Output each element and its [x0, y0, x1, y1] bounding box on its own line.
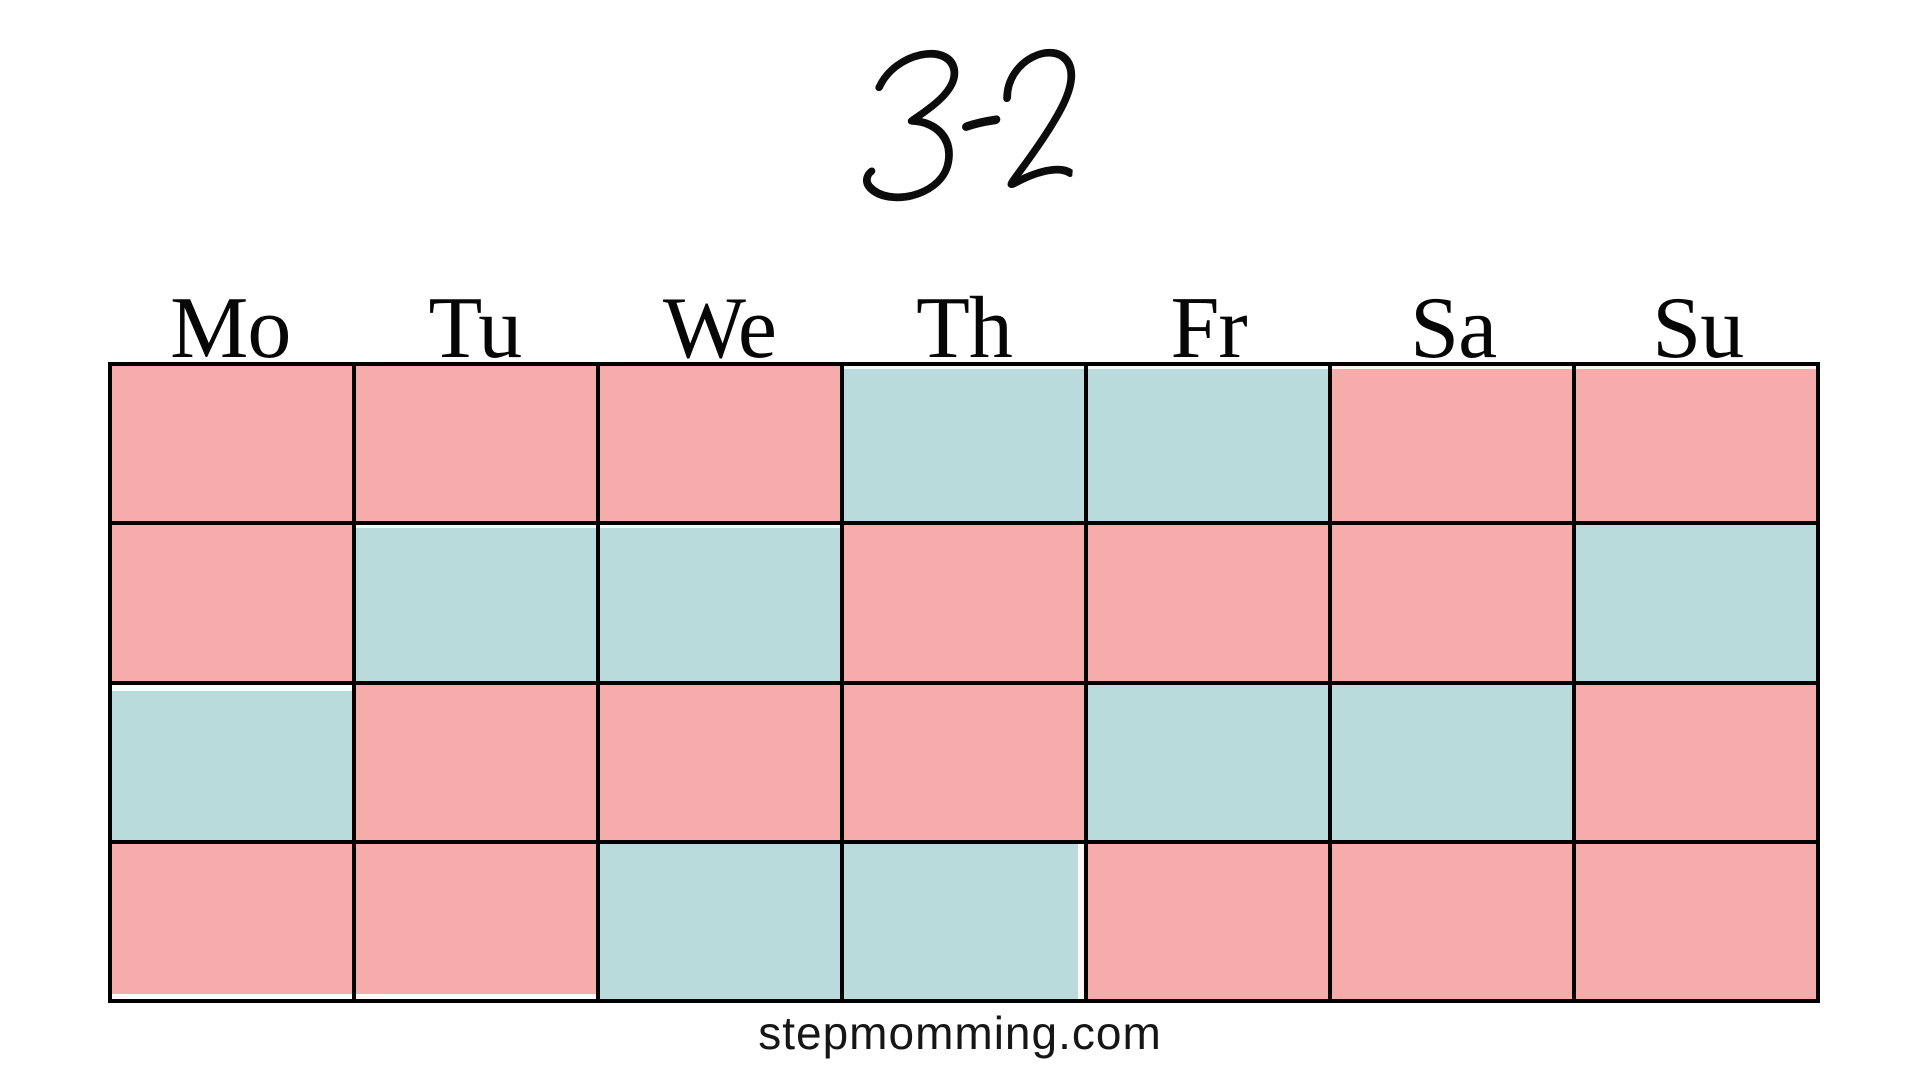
calendar-cell-week4-sa [1332, 843, 1572, 999]
day-header-row: Mo Tu We Th Fr Sa Su [108, 280, 1820, 377]
custody-calendar: Mo Tu We Th Fr Sa Su [108, 280, 1820, 1003]
calendar-cell-week2-th [844, 525, 1084, 681]
calendar-cell-week4-fr [1088, 843, 1328, 999]
calendar-cell-week3-we [600, 684, 840, 840]
week-row-1 [112, 366, 1816, 522]
handwritten-3-2-icon [863, 48, 1076, 202]
calendar-cell-week3-tu [356, 684, 596, 840]
website-credit: stepmomming.com [758, 1007, 1162, 1059]
calendar-cell-week3-th [844, 684, 1084, 840]
title-block: 3-2 [0, 38, 1920, 218]
day-header-sa: Sa [1410, 280, 1497, 377]
day-header-we: We [662, 280, 777, 377]
calendar-cell-week4-we [600, 843, 840, 999]
calendar-cell-week3-fr [1088, 684, 1328, 840]
footer: stepmomming.com [0, 1006, 1920, 1060]
calendar-cell-week3-sa [1332, 684, 1572, 840]
calendar-cell-week2-fr [1088, 525, 1328, 681]
week-row-3 [112, 684, 1816, 840]
calendar-cell-week1-su [1576, 366, 1816, 522]
calendar-cell-week2-we [600, 525, 840, 681]
calendar-cell-week1-we [600, 366, 840, 522]
calendar-cell-week1-th [844, 366, 1084, 522]
calendar-cell-week1-fr [1088, 366, 1328, 522]
day-header-mo: Mo [170, 280, 291, 377]
calendar-grid [108, 362, 1820, 1003]
day-header-fr: Fr [1170, 280, 1247, 377]
calendar-cell-week1-tu [356, 366, 596, 522]
calendar-cell-week3-mo [112, 684, 352, 840]
calendar-cell-week3-su [1576, 684, 1816, 840]
calendar-cell-week4-su [1576, 843, 1816, 999]
day-header-th: Th [916, 280, 1013, 377]
calendar-cell-week1-sa [1332, 366, 1572, 522]
calendar-cell-week2-su [1576, 525, 1816, 681]
calendar-cell-week1-mo [112, 366, 352, 522]
calendar-cell-week2-tu [356, 525, 596, 681]
calendar-cell-week4-mo [112, 843, 352, 999]
calendar-cell-week2-mo [112, 525, 352, 681]
week-row-2 [112, 525, 1816, 681]
calendar-cell-week2-sa [1332, 525, 1572, 681]
calendar-cell-week4-th [844, 843, 1084, 999]
day-header-tu: Tu [428, 280, 523, 377]
day-header-su: Su [1652, 280, 1744, 377]
calendar-cell-week4-tu [356, 843, 596, 999]
week-row-4 [112, 843, 1816, 999]
